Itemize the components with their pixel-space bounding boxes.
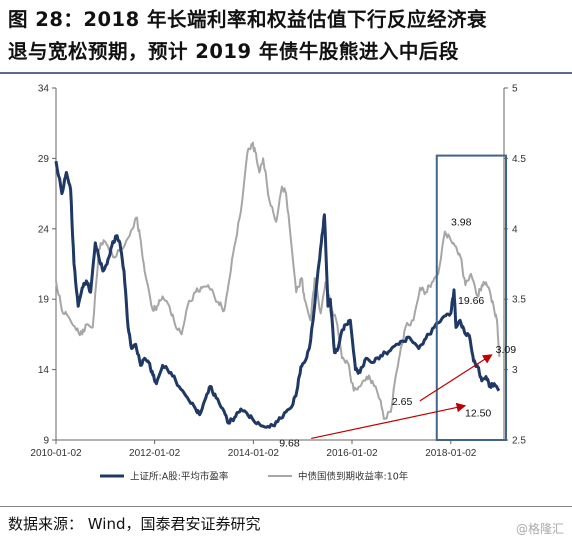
watermark-text: @格隆汇: [515, 522, 564, 536]
y-right-tick-label: 4.5: [512, 154, 526, 165]
y-left-tick-label: 9: [43, 436, 49, 447]
data-label: 12.50: [465, 408, 491, 420]
y-right-tick-label: 3.5: [512, 295, 526, 306]
highlight-box: [435, 154, 507, 441]
footer-divider: [0, 506, 572, 507]
data-label: 3.98: [451, 217, 472, 229]
pe-series-line: [54, 160, 501, 429]
chart-title: 图 28：2018 年长端利率和权益估值下行反应经济衰 退与宽松预期，预计 20…: [8, 4, 564, 68]
chart-axes: 9 14 19 24 29 34 2.5 3 3.5 4 4.5 5 2010-01-02 2012-01…: [30, 84, 526, 460]
title-line-1: 图 28：2018 年长端利率和权益估值下行反应经济衰: [8, 8, 487, 31]
y-left-tick-label: 24: [38, 224, 50, 235]
data-label: 19.66: [458, 295, 484, 307]
y-left-tick-label: 34: [38, 84, 50, 95]
y-left-tick-label: 29: [38, 154, 50, 165]
data-label: 2.65: [392, 396, 413, 408]
y-left-tick-label: 14: [38, 365, 50, 376]
x-tick-label: 2010-01-02: [30, 448, 82, 459]
source-note: 数据来源： Wind，国泰君安证券研究: [8, 515, 261, 533]
y-right-tick-label: 3: [512, 365, 518, 376]
y-left-tick-label: 19: [38, 295, 50, 306]
legend-label-yield: 中债国债到期收益率:10年: [298, 471, 409, 483]
highlight-box-group: [435, 154, 507, 441]
pe-series-group: [54, 160, 501, 429]
data-label: 9.68: [279, 437, 300, 449]
red-arrow: [419, 354, 493, 402]
x-tick-label: 2016-01-02: [326, 448, 378, 459]
y-right-tick-label: 5: [512, 84, 518, 95]
red-arrow: [311, 402, 467, 440]
x-tick-label: 2012-01-02: [129, 448, 181, 459]
yield-series-group: [55, 141, 501, 420]
chart-area: 9 14 19 24 29 34 2.5 3 3.5 4 4.5 5 2010-01-02 2012-01…: [30, 84, 526, 483]
x-tick-label: 2018-01-02: [425, 448, 477, 459]
annotation-group: 3.98 19.66 3.09 2.65 12.50 9.68: [279, 217, 516, 450]
y-right-tick-label: 4: [512, 224, 518, 235]
legend-label-pe: 上证所:A股:平均市盈率: [130, 471, 229, 483]
x-tick-label: 2014-01-02: [228, 448, 280, 459]
y-right-tick-label: 2.5: [512, 436, 526, 447]
title-divider: [0, 72, 572, 74]
data-label: 3.09: [496, 344, 517, 356]
title-line-2: 退与宽松预期，预计 2019 年债牛股熊进入中后段: [8, 40, 459, 63]
yield-series-line: [55, 141, 501, 420]
legend: 上证所:A股:平均市盈率 中债国债到期收益率:10年: [100, 471, 409, 483]
